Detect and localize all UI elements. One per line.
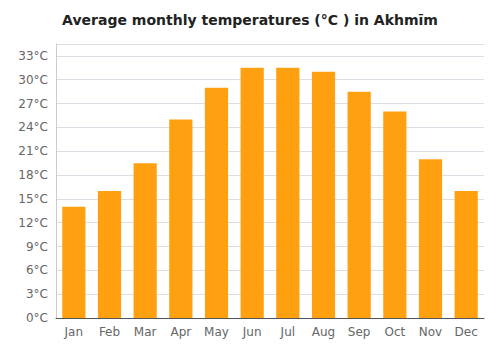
svg-text:15°C: 15°C xyxy=(18,192,48,206)
svg-text:3°C: 3°C xyxy=(26,287,48,301)
svg-text:May: May xyxy=(204,325,229,339)
svg-text:Apr: Apr xyxy=(170,325,191,339)
svg-text:18°C: 18°C xyxy=(18,168,48,182)
svg-text:12°C: 12°C xyxy=(18,216,48,230)
svg-text:Oct: Oct xyxy=(384,325,405,339)
svg-text:Jan: Jan xyxy=(64,325,84,339)
svg-text:24°C: 24°C xyxy=(18,120,48,134)
svg-text:Sep: Sep xyxy=(348,325,371,339)
svg-text:Mar: Mar xyxy=(134,325,157,339)
svg-text:0°C: 0°C xyxy=(26,311,48,325)
svg-text:Jun: Jun xyxy=(242,325,262,339)
svg-text:Dec: Dec xyxy=(455,325,478,339)
svg-text:27°C: 27°C xyxy=(18,97,48,111)
svg-text:Aug: Aug xyxy=(312,325,335,339)
svg-text:6°C: 6°C xyxy=(26,263,48,277)
svg-text:33°C: 33°C xyxy=(18,49,48,63)
svg-text:30°C: 30°C xyxy=(18,73,48,87)
svg-text:Feb: Feb xyxy=(99,325,120,339)
svg-text:Average monthly temperatures (: Average monthly temperatures (°C ) in Ak… xyxy=(62,12,438,28)
svg-text:21°C: 21°C xyxy=(18,144,48,158)
svg-text:Nov: Nov xyxy=(419,325,442,339)
svg-text:Jul: Jul xyxy=(280,325,295,339)
svg-text:9°C: 9°C xyxy=(26,240,48,254)
